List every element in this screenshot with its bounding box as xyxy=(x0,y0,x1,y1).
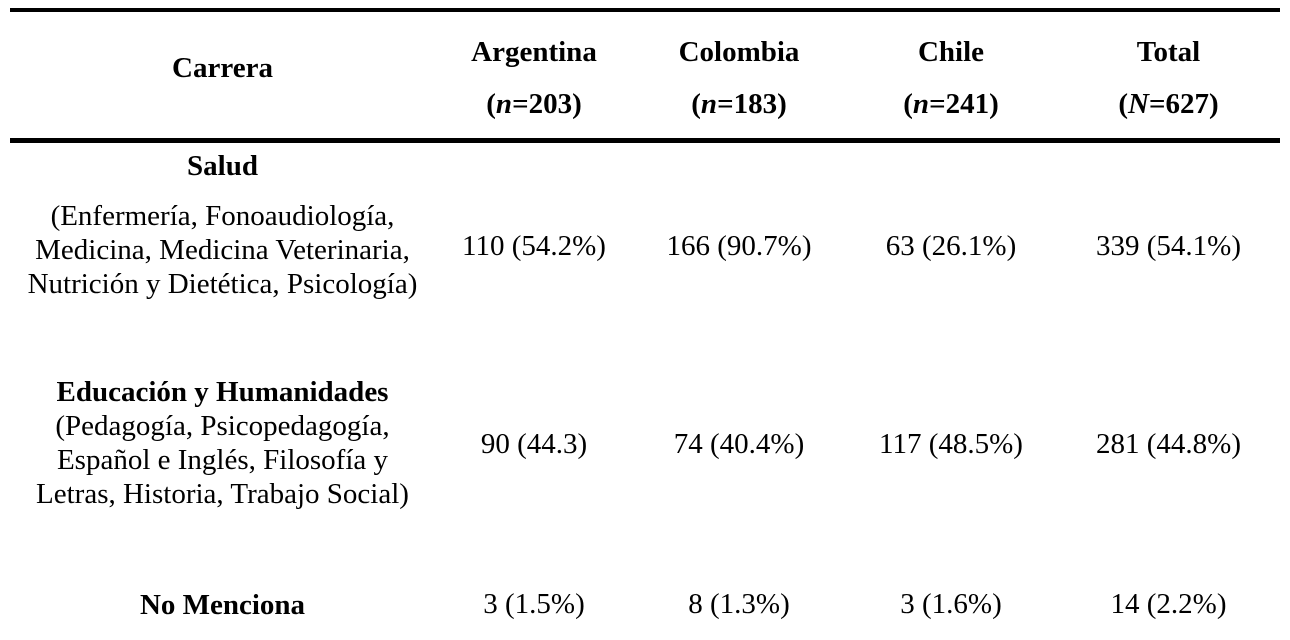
header-stack: Argentina (n=203) xyxy=(435,29,633,121)
table-row-educacion: Educación y Humanidades (Pedagogía, Psic… xyxy=(10,365,1280,545)
table-header: Carrera Argentina (n=203) Colombia (n=18… xyxy=(10,8,1280,143)
value-cell-educacion-argentina: 90 (44.3) xyxy=(480,428,588,460)
column-sample-size: (n=203) xyxy=(486,87,582,121)
subtitle-line: Español e Inglés, Filosofía y xyxy=(56,443,389,476)
count-rest: =627) xyxy=(1148,88,1219,120)
value-cell-salud-total: 339 (54.1%) xyxy=(1096,230,1241,263)
category-cell-no-menciona: No Menciona xyxy=(10,544,435,640)
subtitle-line: (Enfermería, Fonoaudiología, xyxy=(50,200,395,232)
category-cell-educacion: Educación y Humanidades (Pedagogía, Psic… xyxy=(10,365,435,545)
header-row: Carrera Argentina (n=203) Colombia (n=18… xyxy=(10,8,1280,143)
n-symbol: n xyxy=(700,88,718,120)
subtitle-line: Medicina, Medicina Veterinaria, xyxy=(35,234,410,266)
category-title: No Menciona xyxy=(139,588,306,621)
count-rest: =241) xyxy=(929,88,999,120)
subtitle-line: Letras, Historia, Trabajo Social) xyxy=(36,477,409,510)
column-sample-size: (n=241) xyxy=(903,87,999,121)
column-header-colombia: Colombia (n=183) xyxy=(633,8,845,143)
subtitle-line: Nutrición y Dietética, Psicología) xyxy=(27,268,418,300)
value-cell-no-menciona-argentina: 3 (1.5%) xyxy=(435,544,633,640)
n-symbol: n xyxy=(495,88,513,120)
value-cell-no-menciona-colombia: 8 (1.3%) xyxy=(633,544,845,640)
value-cell-educacion-colombia: 74 (40.4%) xyxy=(673,428,805,460)
column-sample-size: (N=627) xyxy=(1118,87,1218,121)
value-cell-no-menciona-total: 14 (2.2%) xyxy=(1057,544,1280,640)
table-body: Salud (Enfermería, Fonoaudiología, Medic… xyxy=(10,141,1280,640)
category-title: Educación y Humanidades xyxy=(56,375,389,408)
column-sample-size: (n=183) xyxy=(691,87,787,121)
count-rest: =183) xyxy=(717,88,787,120)
paren-open: ( xyxy=(1118,88,1129,120)
paren-open: ( xyxy=(486,88,496,120)
category-subtitle: (Enfermería, Fonoaudiología, Medicina, M… xyxy=(10,199,435,301)
value-cell-salud-colombia: 166 (90.7%) xyxy=(666,230,812,263)
paren-open: ( xyxy=(691,88,701,120)
value-cell-salud-argentina: 110 (54.2%) xyxy=(462,230,606,263)
category-cell-salud: Salud (Enfermería, Fonoaudiología, Medic… xyxy=(10,141,435,365)
value-cell-salud-chile: 63 (26.1%) xyxy=(885,230,1017,263)
column-header-total: Total (N=627) xyxy=(1057,8,1280,143)
table-row-no-menciona: No Menciona 3 (1.5%) 8 (1.3%) 3 (1.6%) 1… xyxy=(10,544,1280,640)
table-row-salud: Salud (Enfermería, Fonoaudiología, Medic… xyxy=(10,141,1280,365)
column-name: Colombia xyxy=(678,36,800,68)
column-name: Argentina xyxy=(471,36,597,68)
paren-open: ( xyxy=(903,88,913,120)
count-rest: =203) xyxy=(512,88,582,120)
column-header-carrera: Carrera xyxy=(10,8,435,143)
value-cell-educacion-total: 281 (44.8%) xyxy=(1096,428,1241,460)
header-stack: Chile (n=241) xyxy=(845,29,1057,121)
carrera-table: Carrera Argentina (n=203) Colombia (n=18… xyxy=(10,8,1280,640)
value-cell-educacion-chile: 117 (48.5%) xyxy=(879,428,1023,460)
subtitle-line: (Pedagogía, Psicopedagogía, xyxy=(55,409,390,442)
column-name: Total xyxy=(1136,36,1201,68)
category-subtitle: (Pedagogía, Psicopedagogía, Español e In… xyxy=(10,409,435,511)
category-title: Salud xyxy=(187,150,258,182)
value-cell-no-menciona-chile: 3 (1.6%) xyxy=(845,544,1057,640)
column-name: Chile xyxy=(917,36,985,68)
column-header-argentina: Argentina (n=203) xyxy=(435,8,633,143)
header-stack: Total (N=627) xyxy=(1057,29,1280,121)
n-symbol: N xyxy=(1128,88,1149,120)
column-header-chile: Chile (n=241) xyxy=(845,8,1057,143)
header-stack: Colombia (n=183) xyxy=(633,29,845,121)
n-symbol: n xyxy=(912,88,930,120)
